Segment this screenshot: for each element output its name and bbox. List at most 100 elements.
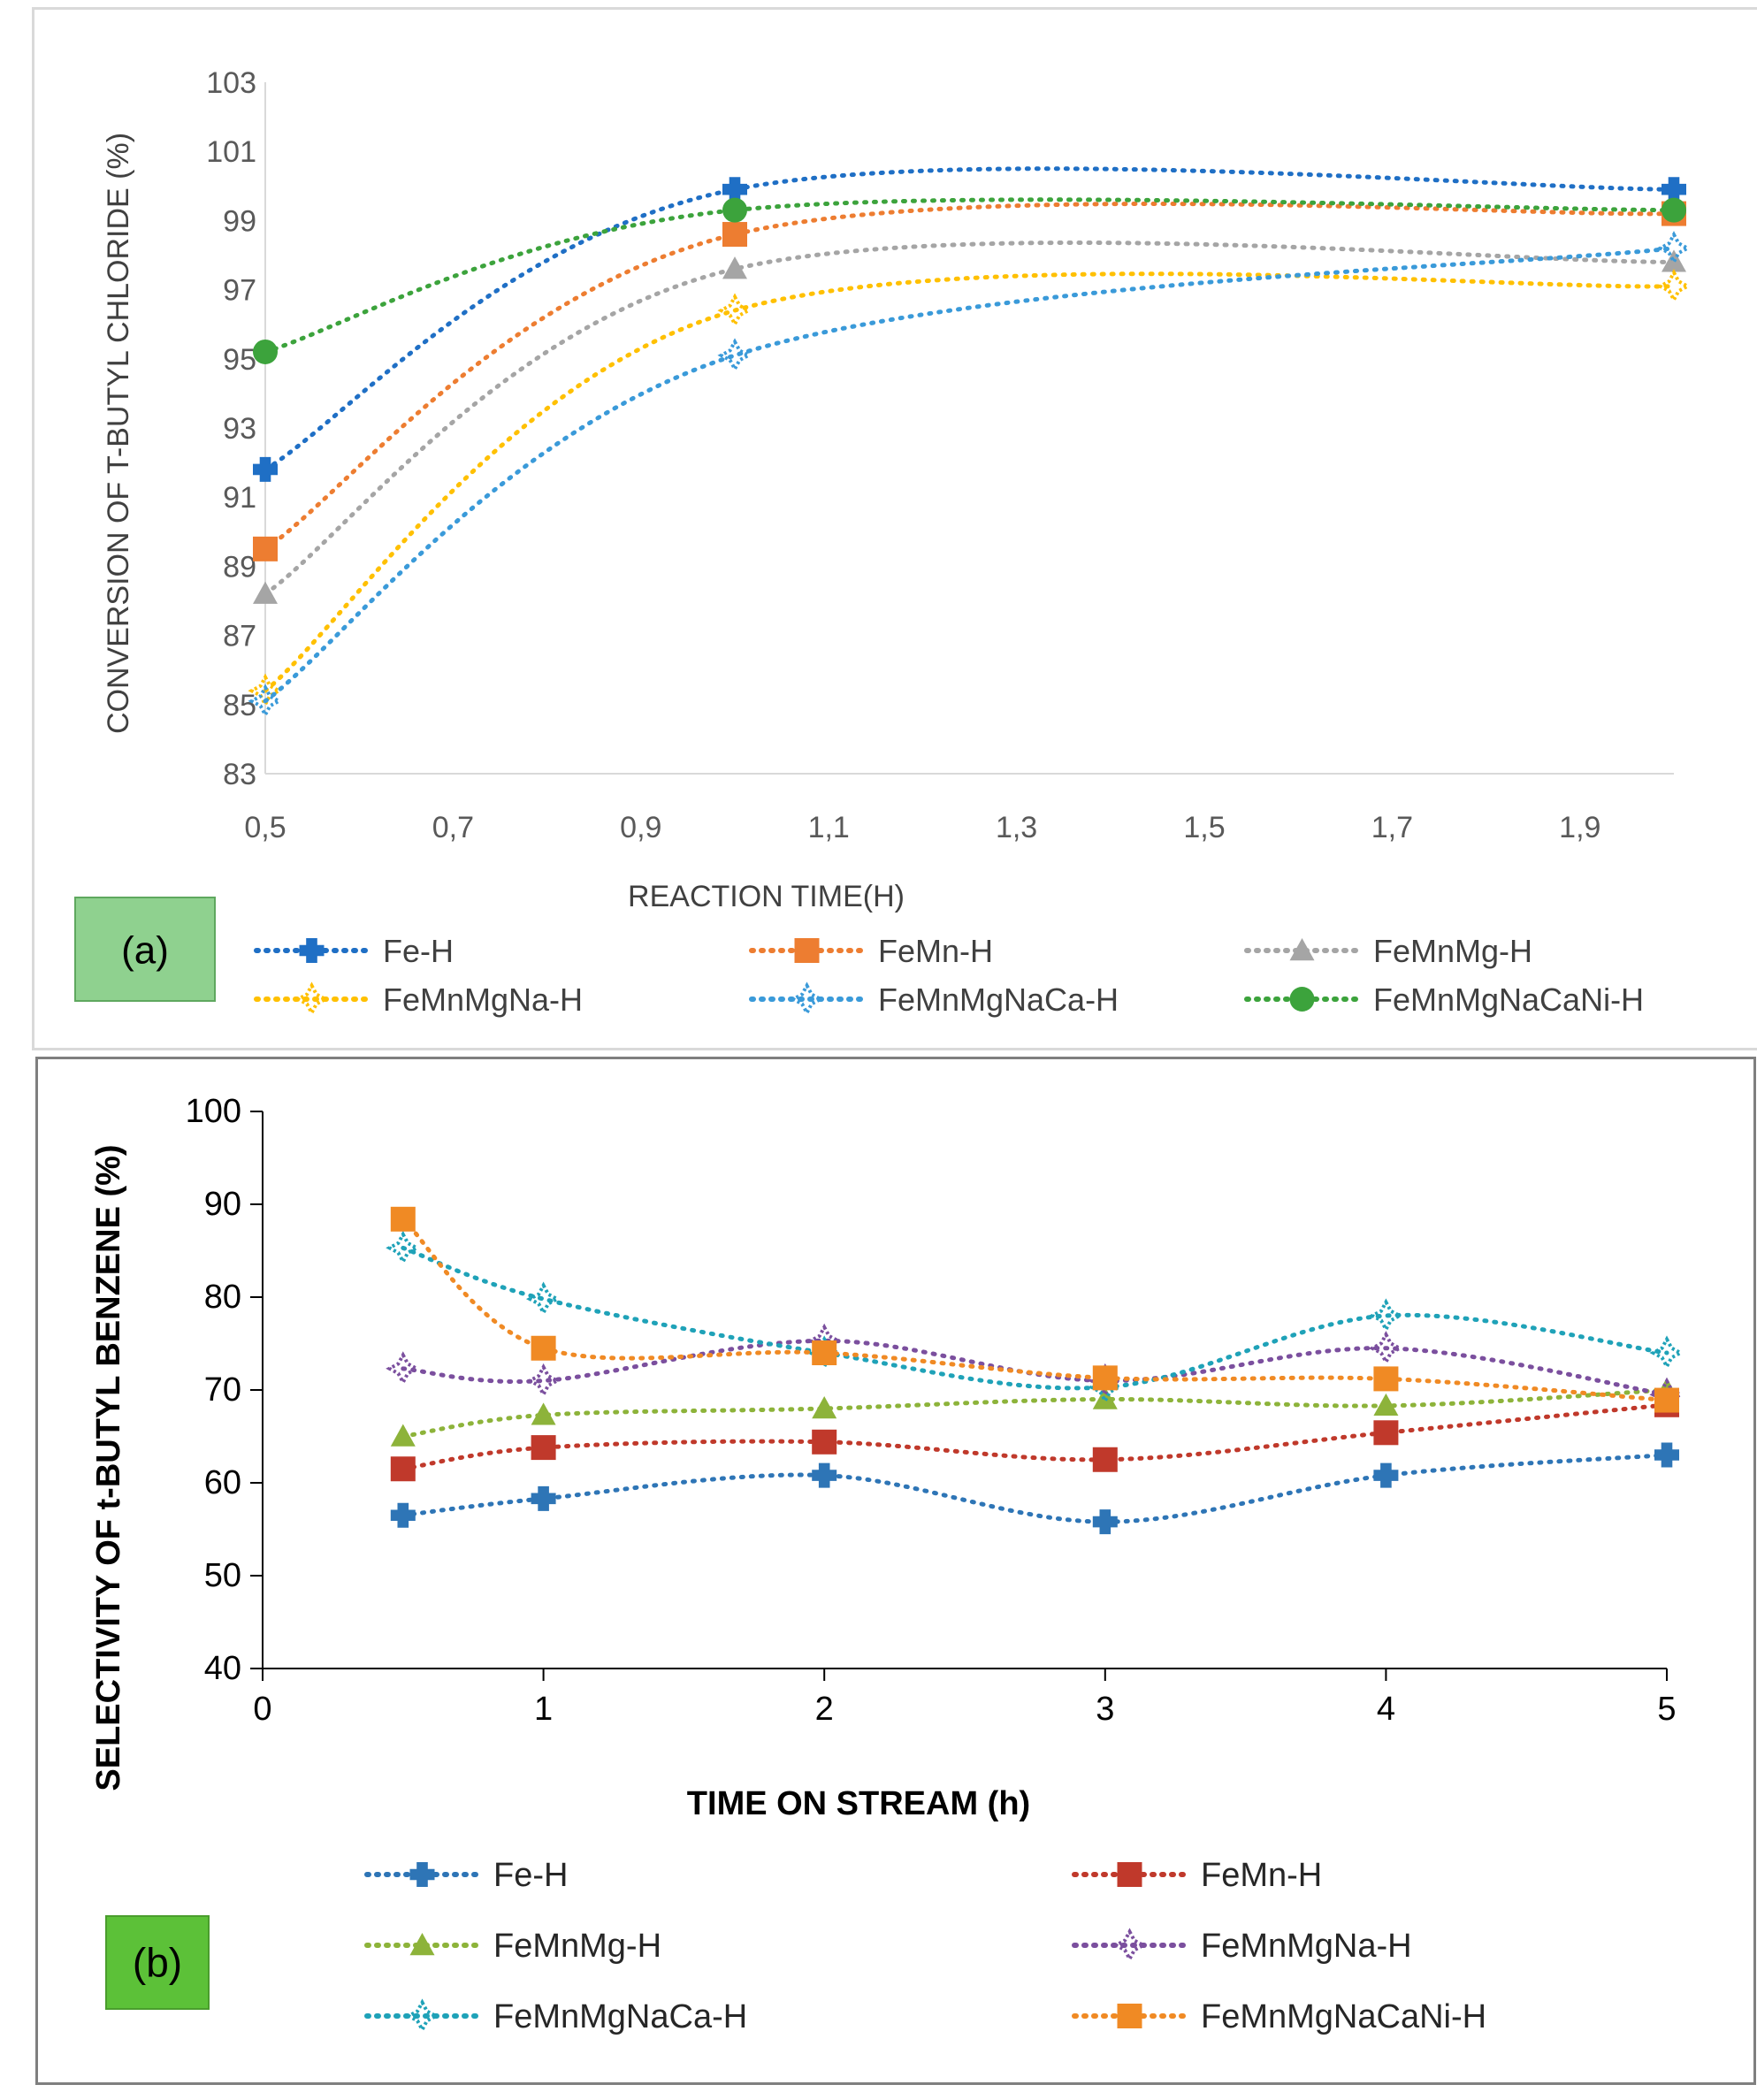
data-point-femnmgnacani-h — [812, 1340, 837, 1365]
data-point-femnmg-h — [253, 581, 278, 604]
legend-label-femnmgnaca-h: FeMnMgNaCa-H — [878, 981, 1119, 1018]
legend-label-femnmgna-h: FeMnMgNa-H — [1201, 1928, 1412, 1965]
data-point-femnmgnacani-h — [253, 339, 278, 364]
y-tick-label: 83 — [223, 758, 256, 791]
data-point-femnmgna-h — [525, 1363, 561, 1399]
data-point-fe-h — [1654, 1442, 1679, 1468]
data-point-fe-h — [1373, 1462, 1399, 1488]
x-tick-label: 0,5 — [244, 811, 286, 844]
legend-marker-femn-h — [1117, 1862, 1142, 1887]
series-line-femn-h — [263, 202, 1677, 552]
x-tick-label: 4 — [1377, 1691, 1395, 1728]
legend-marker-fe-h — [409, 1862, 435, 1887]
panel-label-box — [105, 1915, 210, 2010]
data-point-femnmgnacani-h — [1092, 1365, 1118, 1391]
x-tick-label: 1,3 — [996, 811, 1037, 844]
legend-marker-femnmgna-h — [1111, 1928, 1148, 1963]
series-line-femnmg-h — [263, 240, 1677, 597]
legend-label-femnmgnaca-h: FeMnMgNaCa-H — [493, 1998, 747, 2035]
data-point-femnmg-h — [812, 1396, 837, 1419]
data-point-femn-h — [531, 1435, 556, 1461]
legend-label-femnmgnacani-h: FeMnMgNaCaNi-H — [1373, 981, 1644, 1018]
data-point-femnmgnacani-h — [722, 197, 747, 223]
x-tick-label: 1,7 — [1371, 811, 1413, 844]
x-tick-label: 2 — [815, 1691, 834, 1728]
legend-label-femnmg-h: FeMnMg-H — [1373, 933, 1532, 969]
chart-panel-a — [32, 7, 1757, 1050]
data-point-fe-h — [812, 1462, 837, 1488]
y-tick-label: 93 — [223, 412, 256, 446]
chart-b: 40 50 60 70 80 90 100 0 1 2 3 4 5 TIME ON STREAM (h) S… — [90, 1093, 1684, 2035]
y-tick-label: 97 — [223, 274, 256, 308]
y-tick-label: 80 — [204, 1279, 241, 1316]
x-tick-label: 0 — [253, 1691, 271, 1728]
legend-marker-femnmgnacani-h — [1289, 987, 1315, 1012]
data-point-femnmgnaca-h — [717, 338, 752, 373]
legend-label-femnmgnacani-h: FeMnMgNaCaNi-H — [1201, 1998, 1486, 2035]
y-tick-label: 85 — [223, 689, 256, 722]
y-tick-label: 60 — [204, 1464, 241, 1501]
series-line-femnmg-h — [401, 1387, 1669, 1439]
series-line-femnmgnaca-h — [263, 246, 1677, 704]
legend-marker-femnmgna-h — [294, 981, 330, 1017]
panel-label: (b) — [133, 1940, 182, 1986]
legend-label-fe-h: Fe-H — [383, 933, 454, 969]
y-tick-label: 89 — [223, 550, 256, 584]
data-point-femnmgnacani-h — [1373, 1366, 1399, 1392]
data-point-femnmgnacani-h — [1654, 1387, 1679, 1413]
data-point-femn-h — [812, 1429, 837, 1455]
x-tick-label: 1,5 — [1183, 811, 1225, 844]
y-tick-label: 103 — [206, 66, 256, 100]
data-point-femn-h — [253, 536, 278, 561]
legend-marker-femnmgnaca-h — [789, 981, 825, 1017]
legend-label-femn-h: FeMn-H — [1201, 1857, 1322, 1894]
data-point-femn-h — [390, 1456, 416, 1482]
y-tick-label: 90 — [204, 1186, 241, 1223]
legend-marker-fe-h — [299, 938, 325, 963]
data-point-femnmg-h — [1373, 1393, 1399, 1417]
series-line-femnmgnaca-h — [401, 1245, 1669, 1391]
legend-marker-femnmg-h — [1289, 938, 1315, 961]
data-point-femn-h — [1373, 1420, 1399, 1446]
x-axis-title: TIME ON STREAM (h) — [687, 1785, 1030, 1822]
y-tick-label: 95 — [223, 343, 256, 377]
series-line-femnmgnacani-h — [263, 197, 1677, 355]
y-tick-label: 50 — [204, 1557, 241, 1594]
data-point-fe-h — [1662, 177, 1686, 202]
panel-label: (a) — [121, 929, 169, 973]
legend-marker-femnmgnacani-h — [1117, 2004, 1142, 2028]
chart-a: 83 85 87 89 91 93 95 97 99 101 103 0,5 0,7 0,9 1,1 1,3 1… — [74, 66, 1692, 1018]
data-point-femn-h — [722, 222, 747, 248]
chart-panel-b — [35, 1057, 1756, 2085]
series-line-femn-h — [401, 1402, 1669, 1471]
data-point-femn-h — [1092, 1447, 1118, 1472]
data-point-fe-h — [1092, 1509, 1118, 1535]
legend-label-femnmg-h: FeMnMg-H — [493, 1928, 661, 1965]
y-tick-label: 40 — [204, 1650, 241, 1687]
data-point-femnmg-h — [722, 256, 747, 279]
y-tick-label: 70 — [204, 1371, 241, 1409]
data-point-fe-h — [722, 177, 747, 202]
y-tick-label: 87 — [223, 620, 256, 653]
data-point-fe-h — [253, 456, 279, 482]
y-tick-label: 99 — [223, 204, 256, 238]
y-tick-label: 101 — [206, 135, 256, 169]
x-tick-label: 1,1 — [808, 811, 850, 844]
x-tick-label: 1 — [534, 1691, 553, 1728]
data-point-femnmg-h — [531, 1402, 556, 1425]
x-tick-label: 1,9 — [1559, 811, 1600, 844]
legend-marker-femn-h — [794, 938, 820, 963]
data-point-fe-h — [390, 1502, 416, 1528]
x-tick-label: 5 — [1657, 1691, 1676, 1728]
panel-label-box — [74, 897, 216, 1002]
legend-label-femnmgna-h: FeMnMgNa-H — [383, 981, 583, 1018]
series-line-femnmgna-h — [263, 271, 1677, 693]
x-tick-label: 0,9 — [620, 811, 661, 844]
y-tick-label: 100 — [186, 1093, 241, 1130]
legend-marker-femnmgnaca-h — [404, 1998, 440, 2034]
series-line-fe-h — [263, 166, 1677, 472]
x-axis-title: REACTION TIME(H) — [628, 880, 905, 913]
data-point-femnmgnacani-h — [531, 1335, 556, 1361]
x-tick-label: 0,7 — [432, 811, 474, 844]
